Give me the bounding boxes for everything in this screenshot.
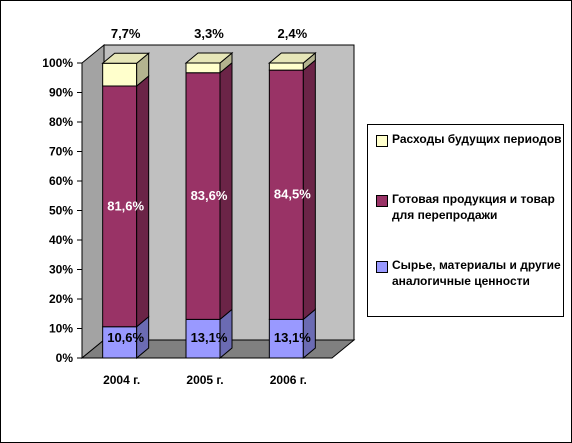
y-tick-label: 90% — [49, 86, 73, 100]
legend-label-prepaid-expenses: Расходы будущих периодов — [392, 132, 562, 146]
legend-swatch-prepaid-expenses — [376, 135, 388, 147]
data-label: 13,1% — [274, 330, 311, 345]
data-label: 7,7% — [111, 26, 141, 41]
bar-top — [101, 52, 151, 64]
y-tick-label: 10% — [49, 322, 73, 336]
x-tick-label: 2004 г. — [103, 373, 140, 387]
y-tick-label: 40% — [49, 233, 73, 247]
y-tick-label: 70% — [49, 145, 73, 159]
y-tick-label: 100% — [42, 56, 73, 70]
data-label: 10,6% — [107, 330, 144, 345]
data-label: 3,3% — [194, 26, 224, 41]
data-label: 81,6% — [107, 198, 144, 213]
data-label: 13,1% — [191, 330, 228, 345]
bar-segment-front — [102, 62, 138, 87]
bar-top — [184, 52, 234, 64]
data-label: 2,4% — [278, 26, 308, 41]
y-tick-label: 30% — [49, 263, 73, 277]
legend-label-raw-materials: Сырье, материалы и другие аналогичные це… — [392, 258, 561, 288]
y-tick-label: 0% — [56, 351, 74, 365]
x-tick-label: 2006 г. — [270, 373, 307, 387]
x-tick-label: 2005 г. — [186, 373, 223, 387]
chart-side-wall — [81, 43, 105, 360]
legend-swatch-raw-materials — [376, 261, 388, 273]
data-label: 83,6% — [191, 188, 228, 203]
legend-swatch-finished-goods — [376, 195, 388, 207]
y-tick-label: 20% — [49, 292, 73, 306]
y-tick-label: 60% — [49, 174, 73, 188]
data-label: 84,5% — [274, 187, 311, 202]
bar-segment-front — [268, 62, 304, 71]
bar-top — [267, 52, 317, 64]
legend: Расходы будущих периодов Готовая продукц… — [367, 124, 564, 317]
y-tick-label: 50% — [49, 204, 73, 218]
y-tick-label: 80% — [49, 115, 73, 129]
legend-label-finished-goods: Готовая продукция и товар для перепродаж… — [392, 192, 555, 222]
bar-segment-front — [185, 62, 221, 74]
